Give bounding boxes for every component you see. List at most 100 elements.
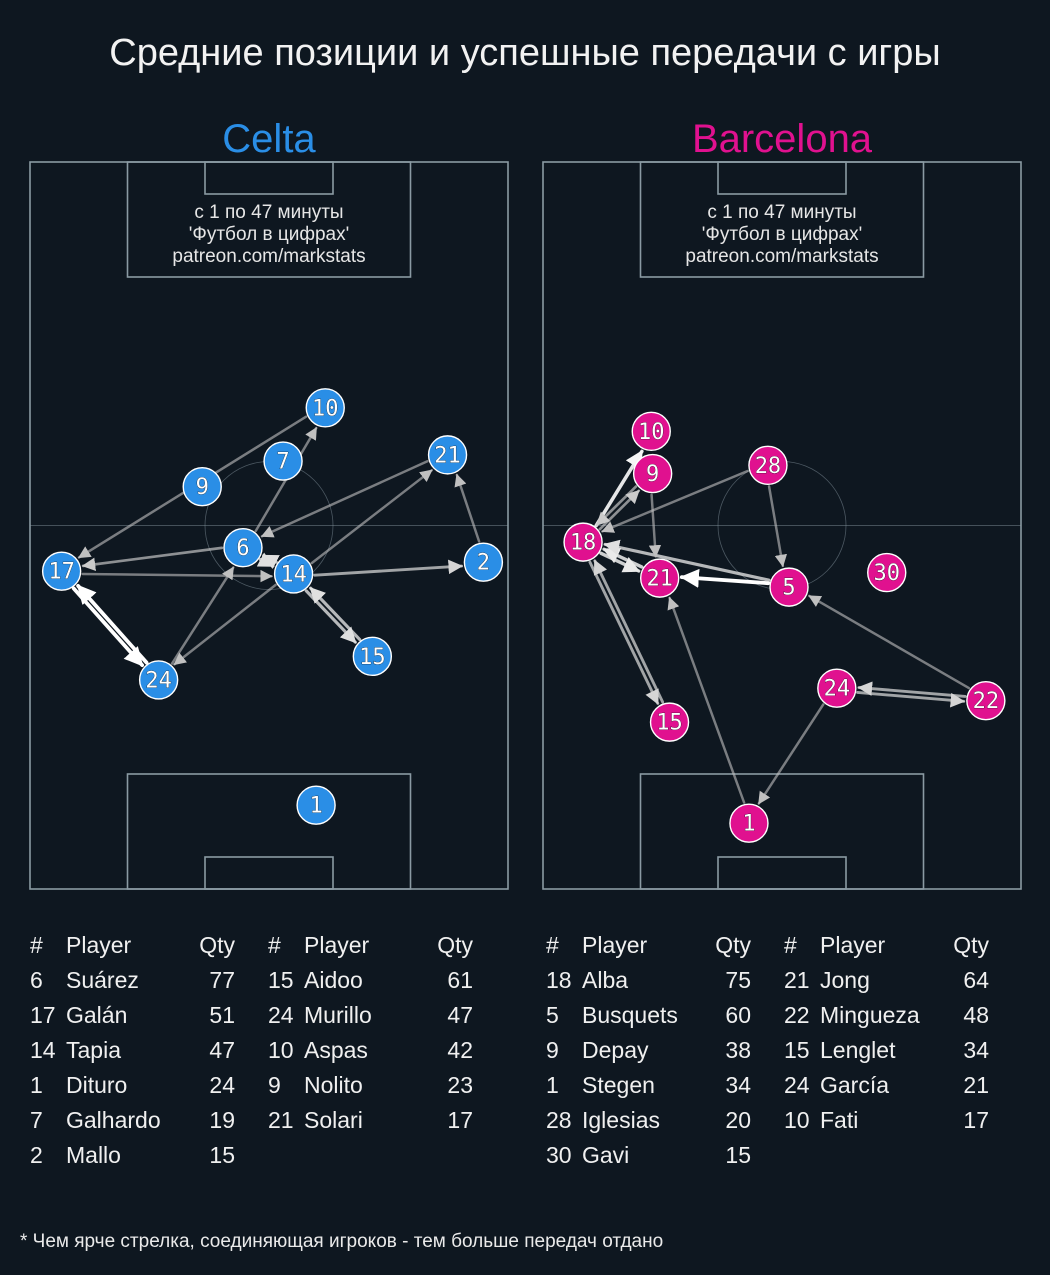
cell-player: Dituro	[66, 1072, 128, 1098]
table-row: 22 Mingueza 48	[784, 998, 989, 1033]
player-node-21: 21	[427, 435, 468, 475]
footnote: * Чем ярче стрелка, соединяющая игроков …	[20, 1231, 664, 1252]
barcelona-pitch: с 1 по 47 минуты'Футбол в цифрах'patreon…	[542, 161, 1022, 890]
player-marker	[769, 567, 809, 607]
table-row: 21 Solari 17	[268, 1103, 473, 1138]
cell-number: 2	[30, 1142, 43, 1168]
table-row: 24 García 21	[784, 1068, 989, 1103]
pitch-note-line: с 1 по 47 минуты	[194, 202, 343, 223]
player-node-10: 10	[631, 411, 671, 452]
player-number-label: 21	[646, 567, 673, 592]
cell-player: Gavi	[582, 1142, 630, 1168]
player-marker	[817, 668, 857, 708]
player-node-1: 1	[729, 803, 769, 843]
cell-number: 17	[30, 1002, 56, 1028]
bottom-goal-box	[204, 856, 334, 890]
player-node-10: 10	[305, 388, 345, 428]
table-row: 7 Galhardo 19	[30, 1103, 235, 1138]
cell-player: García	[820, 1072, 890, 1098]
player-marker	[41, 551, 82, 591]
cell-number: 10	[784, 1107, 810, 1133]
cell-number: 28	[546, 1107, 572, 1133]
player-node-18: 18	[563, 522, 603, 562]
cell-number: 24	[268, 1002, 294, 1028]
player-marker	[632, 453, 673, 494]
pass-arrow-28-to-5	[767, 485, 788, 568]
cell-number: #	[784, 932, 797, 958]
bottom-penalty-box	[126, 773, 412, 890]
celta-team-title: Celta	[222, 117, 316, 161]
table-row: 24 Murillo 47	[268, 998, 473, 1033]
player-marker	[296, 785, 336, 825]
cell-qty: Qty	[715, 932, 751, 958]
barcelona-team-title: Barcelona	[691, 117, 873, 161]
cell-player: Fati	[820, 1107, 859, 1133]
pass-arrow-17-to-24	[71, 586, 145, 668]
player-node-28: 28	[748, 445, 788, 485]
player-node-1: 1	[296, 785, 336, 825]
cell-player: Player	[582, 932, 648, 958]
table-row: 21 Jong 64	[784, 963, 989, 998]
cell-qty: 19	[209, 1107, 235, 1133]
cell-number: #	[30, 932, 43, 958]
cell-player: Iglesias	[582, 1107, 660, 1133]
player-number-label: 21	[434, 443, 461, 468]
player-node-14: 14	[273, 554, 314, 594]
pass-arrow-15-to-14	[309, 586, 362, 642]
pass-arrow-14-to-2	[313, 559, 464, 577]
player-number-label: 9	[646, 462, 659, 487]
pass-arrow-2-to-21	[454, 473, 481, 543]
cell-player: Depay	[582, 1037, 649, 1063]
player-marker	[138, 660, 179, 700]
pass-arrow-18-to-15	[588, 560, 660, 705]
pitch-note-line: 'Футбол в цифрах'	[702, 224, 862, 245]
pass-arrow-5-to-21	[679, 568, 771, 588]
table-row: 9 Nolito 23	[268, 1068, 473, 1103]
table-row: 6 Suárez 77	[30, 963, 235, 998]
player-marker	[867, 552, 907, 593]
pass-arrow-21-to-6	[260, 460, 429, 538]
cell-number: 5	[546, 1002, 559, 1028]
cell-qty: 47	[209, 1037, 235, 1063]
cell-number: 6	[30, 967, 43, 993]
cell-player: Mingueza	[820, 1002, 920, 1028]
pass-arrow-24-to-22	[856, 690, 966, 708]
player-number-label: 30	[873, 561, 900, 586]
cell-player: Mallo	[66, 1142, 121, 1168]
pass-arrow-28-to-18	[601, 469, 749, 533]
player-number-label: 9	[196, 475, 209, 500]
cell-qty: 77	[209, 967, 235, 993]
pitch-note-line: patreon.com/markstats	[172, 246, 365, 267]
player-number-label: 15	[656, 711, 683, 736]
player-marker	[273, 554, 314, 594]
cell-number: 9	[268, 1072, 281, 1098]
player-number-label: 1	[309, 794, 322, 819]
cell-qty: 15	[209, 1142, 235, 1168]
player-number-label: 10	[638, 420, 665, 445]
table-row: 1 Stegen 34	[546, 1068, 751, 1103]
cell-qty: 51	[209, 1002, 235, 1028]
cell-number: 22	[784, 1002, 810, 1028]
cell-player: Jong	[820, 967, 870, 993]
cell-player: Tapia	[66, 1037, 121, 1063]
player-marker	[563, 522, 603, 562]
celta-pitch: с 1 по 47 минуты'Футбол в цифрах'patreon…	[29, 161, 509, 890]
player-marker	[649, 702, 690, 742]
player-number-label: 7	[276, 450, 289, 475]
table-row: 14 Tapia 47	[30, 1033, 235, 1068]
pass-arrow-6-to-17	[81, 546, 224, 572]
player-number-label: 6	[236, 536, 249, 561]
player-tables: # Player Qty 6 Suárez 77 17 Galán 51 14 Tapia 47 1 Di…	[0, 928, 1050, 1188]
table-row: 17 Galán 51	[30, 998, 235, 1033]
player-marker	[427, 435, 468, 475]
barcelona-player-table-1: # Player Qty 18 Alba 75 5 Busquets 60 9 Depay 38 1 St…	[546, 928, 751, 1173]
player-node-21: 21	[639, 558, 680, 598]
cell-player: Solari	[304, 1107, 363, 1133]
pitch-note-line: patreon.com/markstats	[685, 246, 878, 267]
bottom-goal-box	[717, 856, 847, 890]
table-header-row: # Player Qty	[546, 928, 751, 963]
cell-player: Suárez	[66, 967, 139, 993]
cell-number: 18	[546, 967, 572, 993]
barcelona-player-table-2: # Player Qty 21 Jong 64 22 Mingueza 48 15 Lenglet 3…	[784, 928, 989, 1138]
table-header-row: # Player Qty	[784, 928, 989, 963]
